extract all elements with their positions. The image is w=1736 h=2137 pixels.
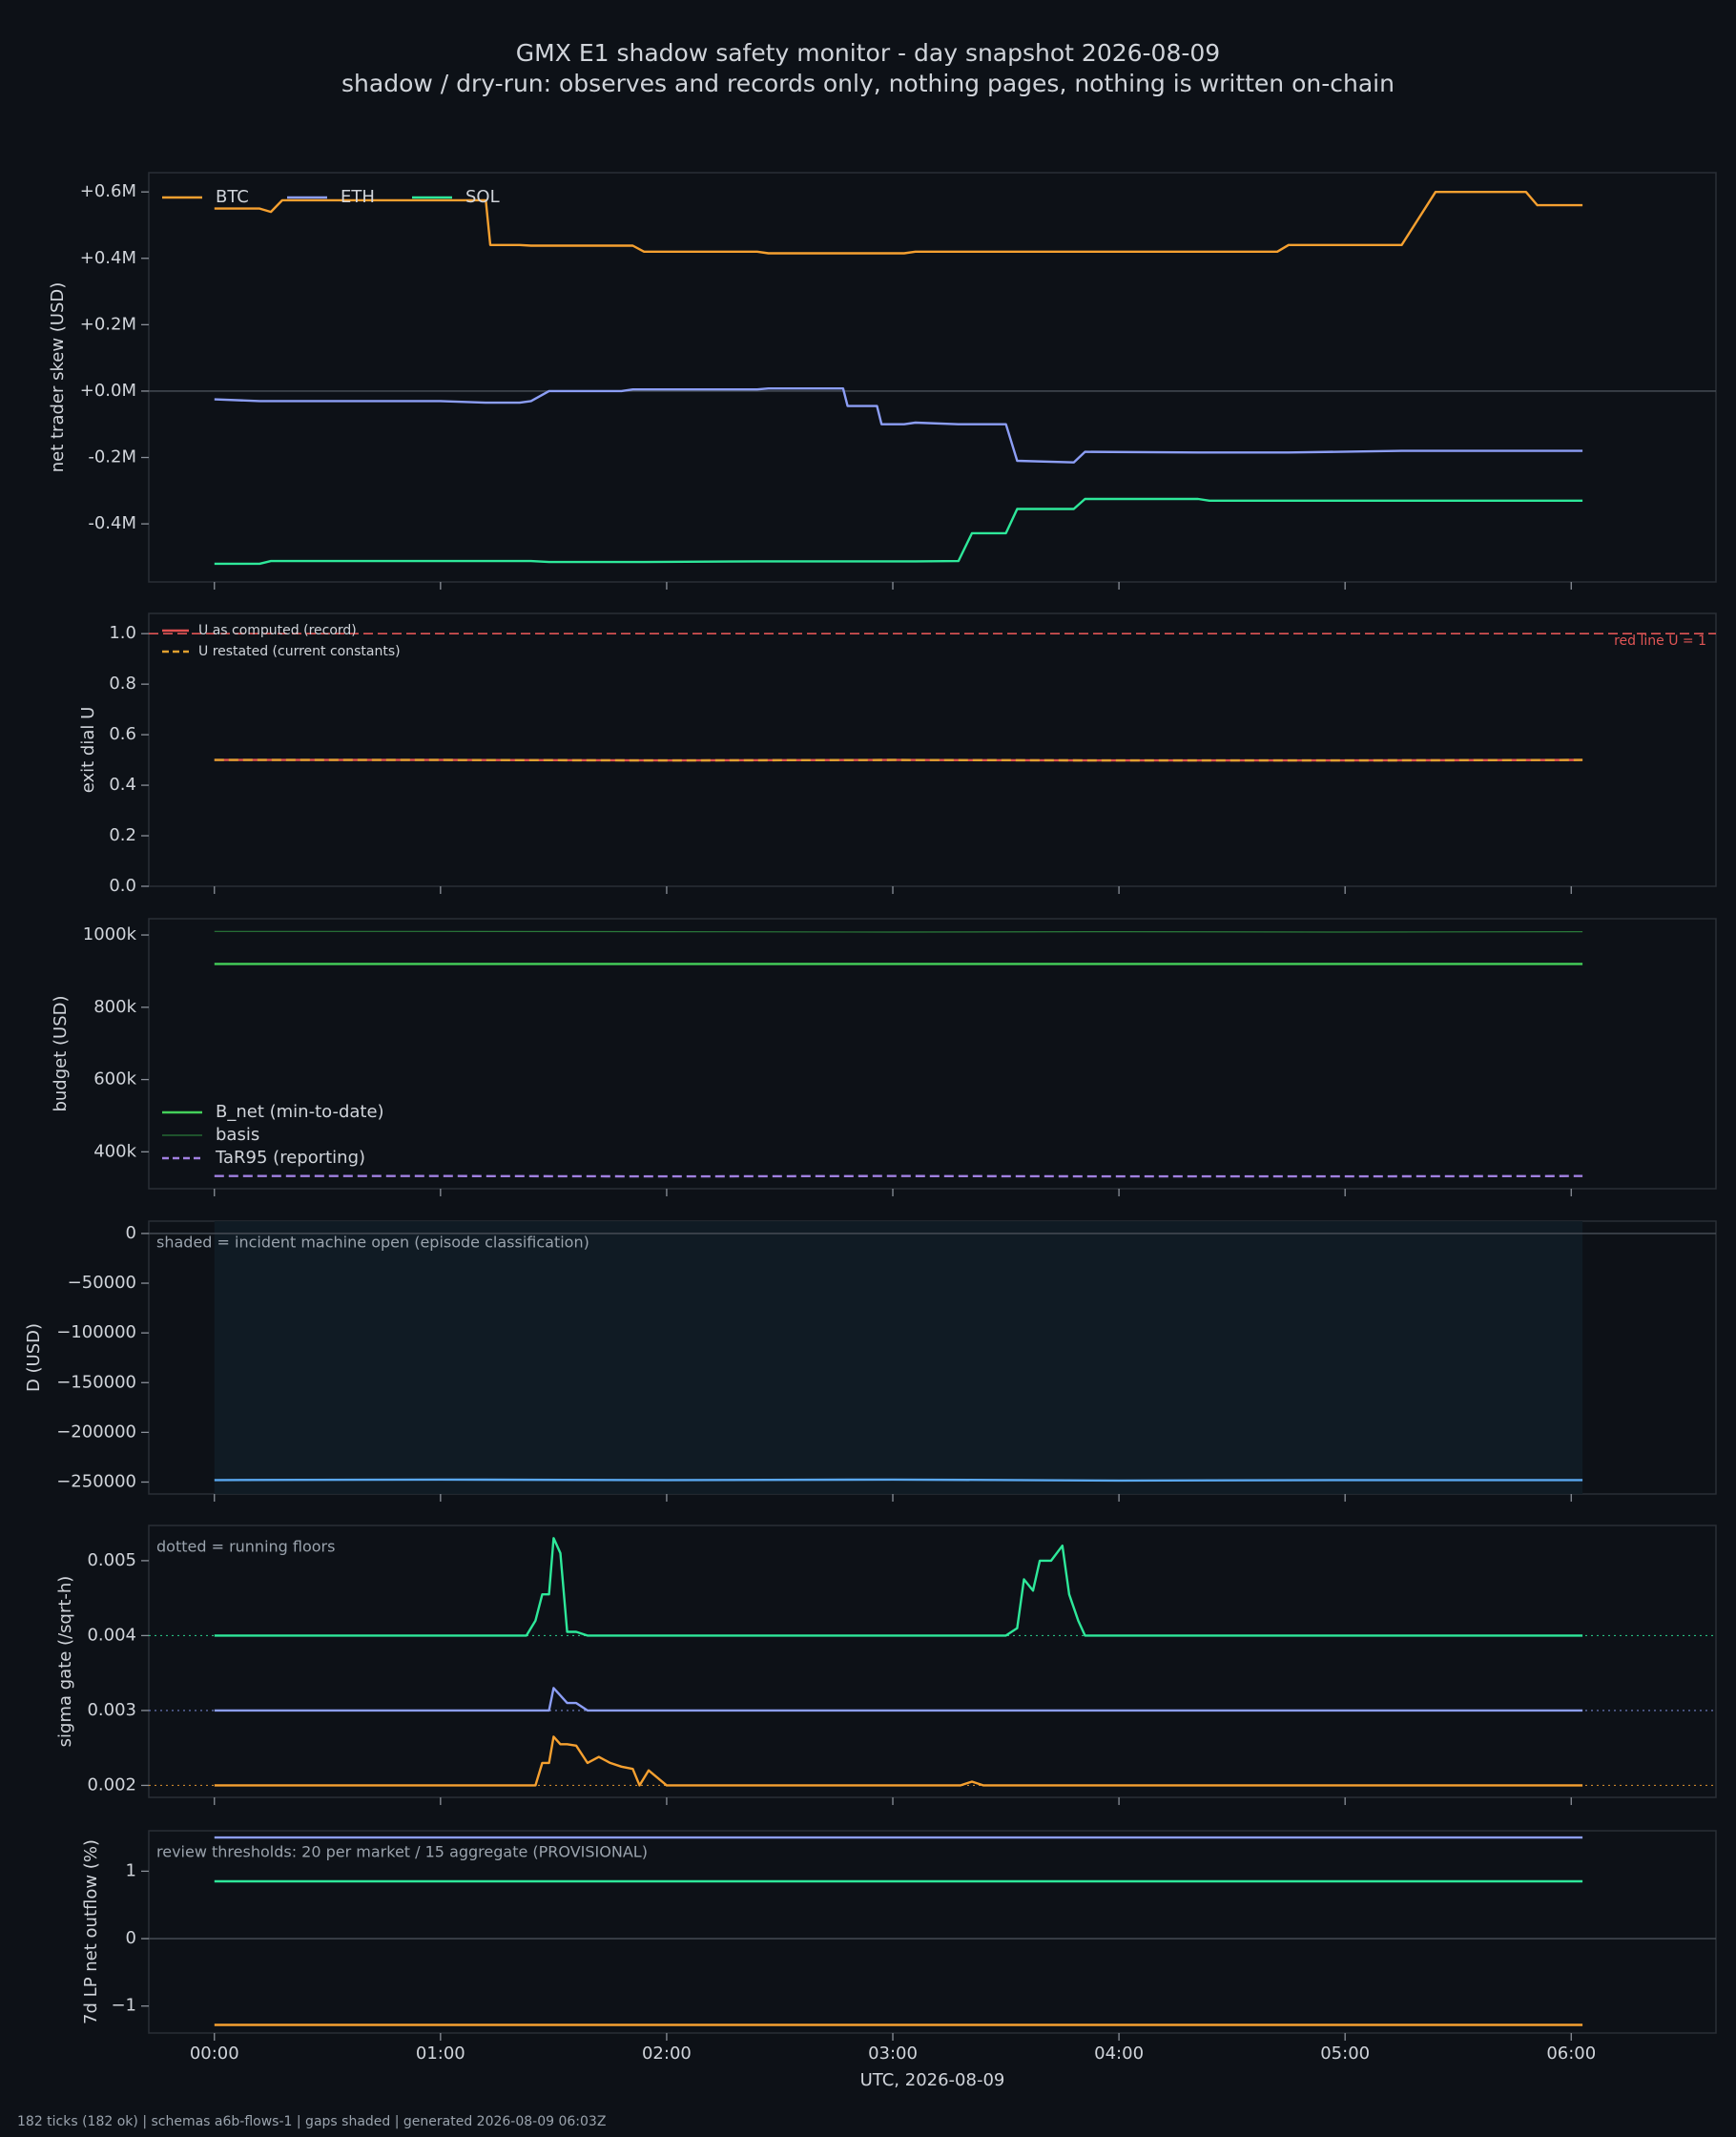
- chart-title: GMX E1 shadow safety monitor - day snaps…: [516, 39, 1220, 67]
- y-tick-label: 0.0: [109, 876, 136, 896]
- y-tick-label: −50000: [68, 1273, 136, 1293]
- y-tick-label: -0.4M: [88, 513, 136, 533]
- y-tick-label: 400k: [93, 1141, 136, 1161]
- footer: 182 ticks (182 ok) | schemas a6b-flows-1…: [17, 2114, 606, 2129]
- y-tick-label: +0.2M: [80, 314, 136, 334]
- y-tick-label: +0.6M: [80, 181, 136, 201]
- y-axis-label: exit dial U: [78, 707, 98, 794]
- x-axis-label: UTC, 2026-08-09: [860, 2070, 1005, 2090]
- series-line: [214, 758, 1583, 762]
- y-tick-label: 0.2: [109, 825, 136, 845]
- y-tick-label: 1: [126, 1860, 136, 1880]
- y-axis-label: 7d LP net outflow (%): [81, 1839, 101, 2024]
- y-tick-label: −200000: [56, 1421, 136, 1442]
- series-line: [214, 191, 1583, 255]
- shaded-span: [214, 1221, 1583, 1494]
- y-tick-label: 0.003: [87, 1700, 136, 1720]
- series-line: [214, 1537, 1583, 1637]
- y-tick-label: 0.004: [87, 1625, 136, 1645]
- y-axis-label: D (USD): [24, 1323, 44, 1392]
- y-axis-label: net trader skew (USD): [48, 282, 68, 473]
- y-tick-label: 0.8: [109, 674, 136, 694]
- annotation: review thresholds: 20 per market / 15 ag…: [156, 1843, 648, 1861]
- x-tick-label: 05:00: [1320, 2044, 1370, 2064]
- y-tick-label: 0.6: [109, 724, 136, 744]
- annotation: shaded = incident machine open (episode …: [156, 1234, 589, 1252]
- y-tick-label: −250000: [56, 1471, 136, 1491]
- panel: [148, 172, 1717, 583]
- legend-label: B_net (min-to-date): [216, 1102, 384, 1122]
- panel: [148, 918, 1717, 1190]
- panel: [148, 1525, 1717, 1798]
- legend-label: SOL: [465, 187, 500, 207]
- x-tick-label: 00:00: [190, 2044, 239, 2064]
- y-tick-label: 600k: [93, 1069, 136, 1089]
- chart-subtitle: shadow / dry-run: observes and records o…: [341, 70, 1395, 97]
- panel: [148, 1830, 1717, 2034]
- y-tick-label: −150000: [56, 1372, 136, 1392]
- y-tick-label: -0.2M: [88, 447, 136, 467]
- y-tick-label: 1000k: [83, 924, 137, 944]
- y-tick-label: −100000: [56, 1322, 136, 1342]
- series-line: [214, 497, 1583, 566]
- series-line: [214, 1478, 1583, 1483]
- series-line: [214, 1687, 1583, 1712]
- legend-label: U as computed (record): [198, 623, 357, 638]
- legend-label: TaR95 (reporting): [215, 1148, 365, 1168]
- y-axis-label: budget (USD): [51, 995, 71, 1111]
- y-tick-label: 0.002: [87, 1774, 136, 1795]
- x-tick-label: 04:00: [1094, 2044, 1144, 2064]
- y-tick-label: 0.005: [87, 1550, 136, 1570]
- y-tick-label: +0.4M: [80, 248, 136, 268]
- x-tick-label: 06:00: [1546, 2044, 1596, 2064]
- panel: [148, 612, 1717, 887]
- y-tick-label: −1: [111, 1996, 136, 2016]
- legend-label: basis: [216, 1125, 259, 1145]
- annotation: dotted = running floors: [156, 1538, 335, 1556]
- series-line: [214, 387, 1583, 464]
- legend-label: BTC: [216, 187, 249, 207]
- y-tick-label: 800k: [93, 997, 136, 1017]
- y-tick-label: 0.4: [109, 775, 136, 795]
- y-tick-label: 0: [126, 1223, 136, 1243]
- y-tick-label: 1.0: [109, 623, 136, 643]
- x-tick-label: 02:00: [642, 2044, 692, 2064]
- reference-label: red line U = 1: [1614, 633, 1706, 649]
- series-line: [214, 1735, 1583, 1787]
- series-line: [214, 930, 1583, 933]
- x-tick-label: 03:00: [868, 2044, 918, 2064]
- y-tick-label: 0: [126, 1928, 136, 1948]
- legend-label: ETH: [341, 187, 375, 207]
- x-tick-label: 01:00: [416, 2044, 465, 2064]
- legend-label: U restated (current constants): [198, 644, 401, 659]
- y-tick-label: +0.0M: [80, 381, 136, 401]
- y-axis-label: sigma gate (/sqrt-h): [55, 1576, 75, 1748]
